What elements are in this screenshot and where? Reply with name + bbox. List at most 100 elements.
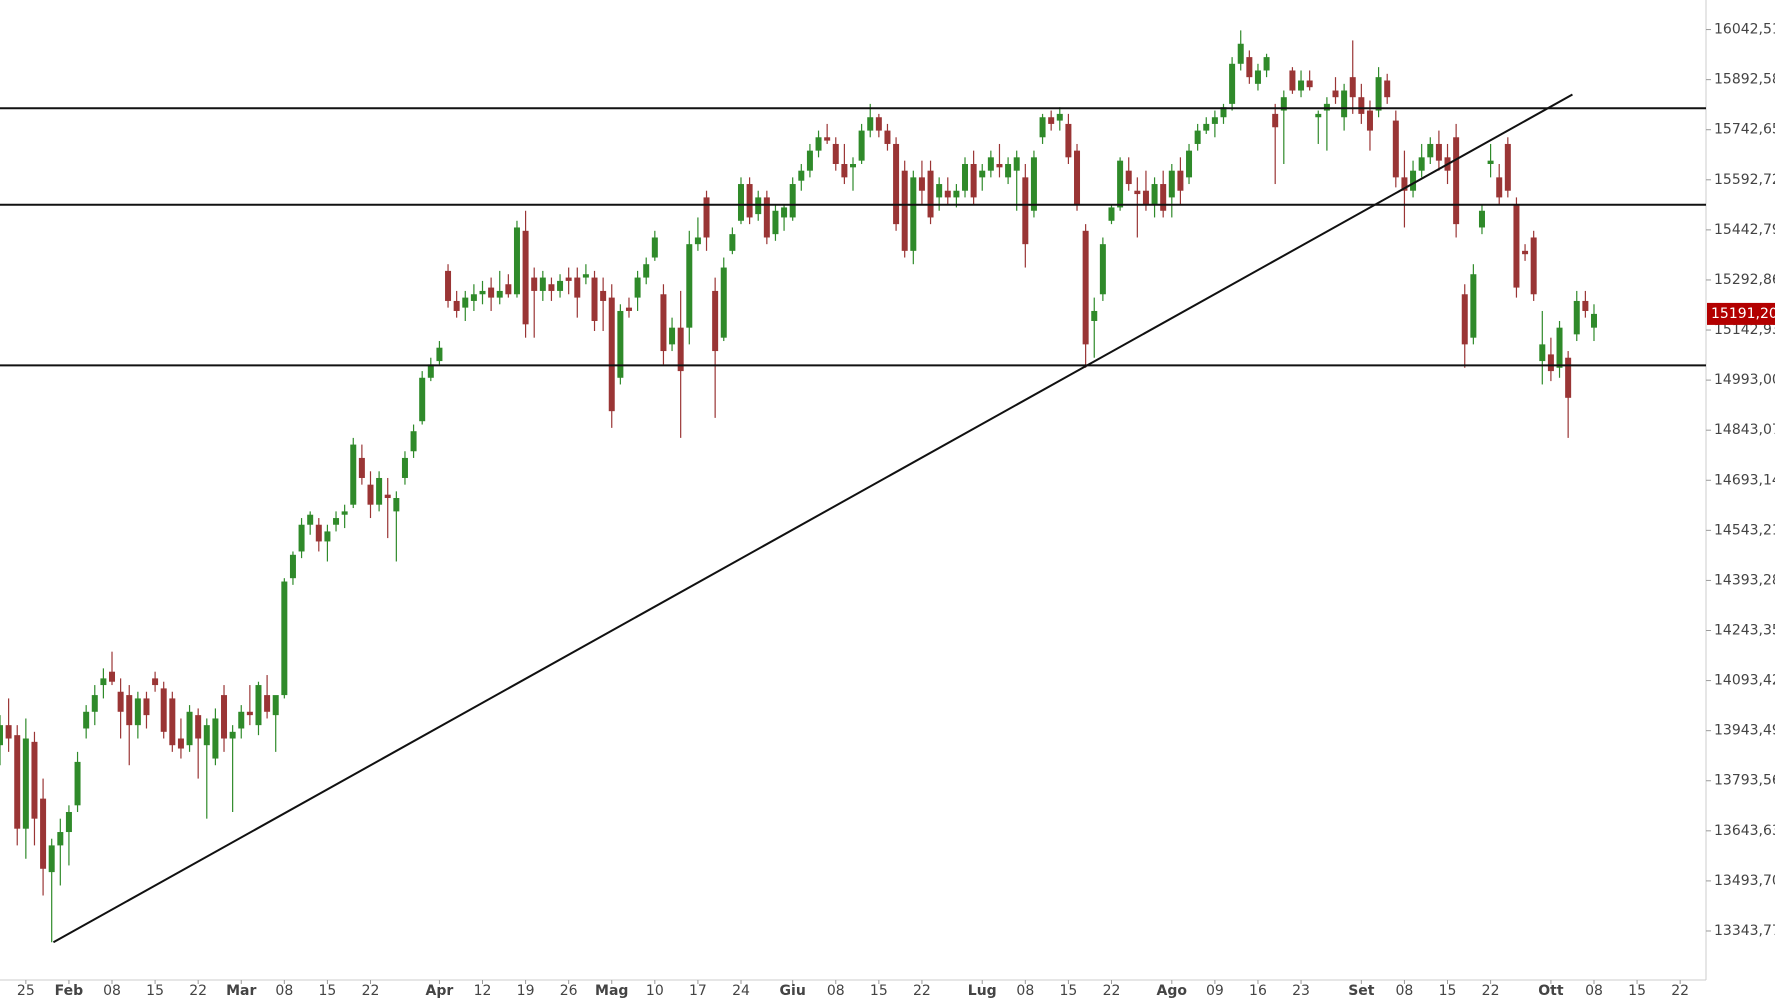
candle-body bbox=[651, 237, 658, 258]
candle-body bbox=[1513, 204, 1520, 288]
candle-body bbox=[1298, 80, 1305, 91]
candle-body bbox=[608, 297, 615, 412]
y-tick-label: 15892,58 bbox=[1714, 72, 1775, 88]
candle-body bbox=[1237, 43, 1244, 64]
candle-body bbox=[548, 284, 555, 291]
trend-line bbox=[52, 93, 1573, 944]
candle-body bbox=[617, 310, 624, 378]
candle-body bbox=[953, 190, 960, 198]
candle-body bbox=[505, 284, 512, 295]
candle-body bbox=[134, 698, 141, 726]
candle-body bbox=[264, 695, 271, 712]
candle-body bbox=[160, 688, 167, 732]
candle-body bbox=[1470, 274, 1477, 338]
y-tick-label: 14543,21 bbox=[1714, 522, 1775, 538]
candle-body bbox=[229, 731, 236, 739]
candle-body bbox=[522, 230, 529, 325]
candle-body bbox=[31, 741, 38, 819]
candle-body bbox=[74, 761, 81, 806]
candle-body bbox=[1341, 90, 1348, 118]
candle-body bbox=[1246, 57, 1253, 78]
candle-body bbox=[143, 698, 150, 716]
candle-body bbox=[763, 197, 770, 238]
candle-body bbox=[806, 150, 813, 171]
x-tick-label: 15 bbox=[319, 983, 337, 999]
candle-body bbox=[634, 277, 641, 298]
candle-body bbox=[901, 170, 908, 251]
candle-body bbox=[884, 130, 891, 144]
candle-body bbox=[445, 270, 452, 301]
candle-body bbox=[1590, 313, 1597, 328]
candle-body bbox=[729, 234, 736, 251]
candle-body bbox=[789, 184, 796, 218]
candle-body bbox=[462, 297, 469, 308]
candle-body bbox=[307, 514, 314, 525]
candle-body bbox=[212, 718, 219, 759]
x-tick-label: 22 bbox=[189, 983, 207, 999]
candle-body bbox=[40, 798, 47, 869]
candle-body bbox=[539, 277, 546, 291]
candle-body bbox=[936, 184, 943, 198]
candle-body bbox=[1022, 177, 1029, 245]
candle-body bbox=[867, 117, 874, 131]
x-tick-label: 08 bbox=[827, 983, 845, 999]
x-tick-label: 15 bbox=[1439, 983, 1457, 999]
candle-body bbox=[962, 164, 969, 191]
candle-body bbox=[315, 524, 322, 542]
candle-body bbox=[531, 277, 538, 291]
candle-body bbox=[1410, 170, 1417, 191]
y-tick-label: 14393,28 bbox=[1714, 572, 1775, 588]
candle-body bbox=[152, 678, 159, 686]
candle-body bbox=[1582, 300, 1589, 311]
x-tick-label: 15 bbox=[1628, 983, 1646, 999]
x-tick-label: Lug bbox=[968, 983, 997, 999]
candle-body bbox=[384, 494, 391, 499]
candle-body bbox=[1108, 207, 1115, 221]
candle-body bbox=[255, 685, 262, 726]
candle-body bbox=[1539, 344, 1546, 362]
y-tick-label: 14093,42 bbox=[1714, 673, 1775, 689]
candle-body bbox=[1435, 143, 1442, 161]
candle-body bbox=[918, 177, 925, 191]
x-tick-label: 08 bbox=[103, 983, 121, 999]
candle-body bbox=[574, 277, 581, 298]
candle-body bbox=[1487, 160, 1494, 165]
candle-body bbox=[341, 511, 348, 515]
candle-body bbox=[324, 531, 331, 542]
y-tick-label: 13793,56 bbox=[1714, 773, 1775, 789]
candle-body bbox=[660, 294, 667, 352]
candle-body bbox=[1556, 327, 1563, 368]
candle-body bbox=[367, 484, 374, 505]
x-tick-label: 16 bbox=[1249, 983, 1267, 999]
candle-body bbox=[272, 695, 279, 716]
candle-body bbox=[195, 715, 202, 739]
x-tick-label: 19 bbox=[517, 983, 535, 999]
candle-body bbox=[436, 347, 443, 362]
candle-body bbox=[1384, 80, 1391, 98]
y-tick-label: 13343,77 bbox=[1714, 923, 1775, 939]
candle-body bbox=[1401, 177, 1408, 191]
candle-body bbox=[1229, 63, 1236, 104]
candle-body bbox=[1573, 300, 1580, 335]
candle-body bbox=[694, 237, 701, 245]
y-tick-label: 13643,63 bbox=[1714, 823, 1775, 839]
candle-body bbox=[720, 267, 727, 338]
candle-body bbox=[841, 164, 848, 178]
y-tick-label: 16042,51 bbox=[1714, 22, 1775, 38]
candle-body bbox=[238, 711, 245, 729]
y-tick-label: 15292,86 bbox=[1714, 272, 1775, 288]
x-tick-label: 26 bbox=[560, 983, 578, 999]
candle-body bbox=[677, 327, 684, 372]
candle-body bbox=[1478, 210, 1485, 228]
y-tick-label: 15142,93 bbox=[1714, 322, 1775, 338]
x-tick-label: 12 bbox=[474, 983, 492, 999]
candle-body bbox=[221, 695, 228, 739]
candle-body bbox=[1220, 107, 1227, 118]
candle-body bbox=[1151, 184, 1158, 205]
candle-body bbox=[781, 207, 788, 218]
candle-body bbox=[1263, 57, 1270, 71]
y-tick-label: 13493,70 bbox=[1714, 873, 1775, 889]
candle-body bbox=[582, 274, 589, 278]
